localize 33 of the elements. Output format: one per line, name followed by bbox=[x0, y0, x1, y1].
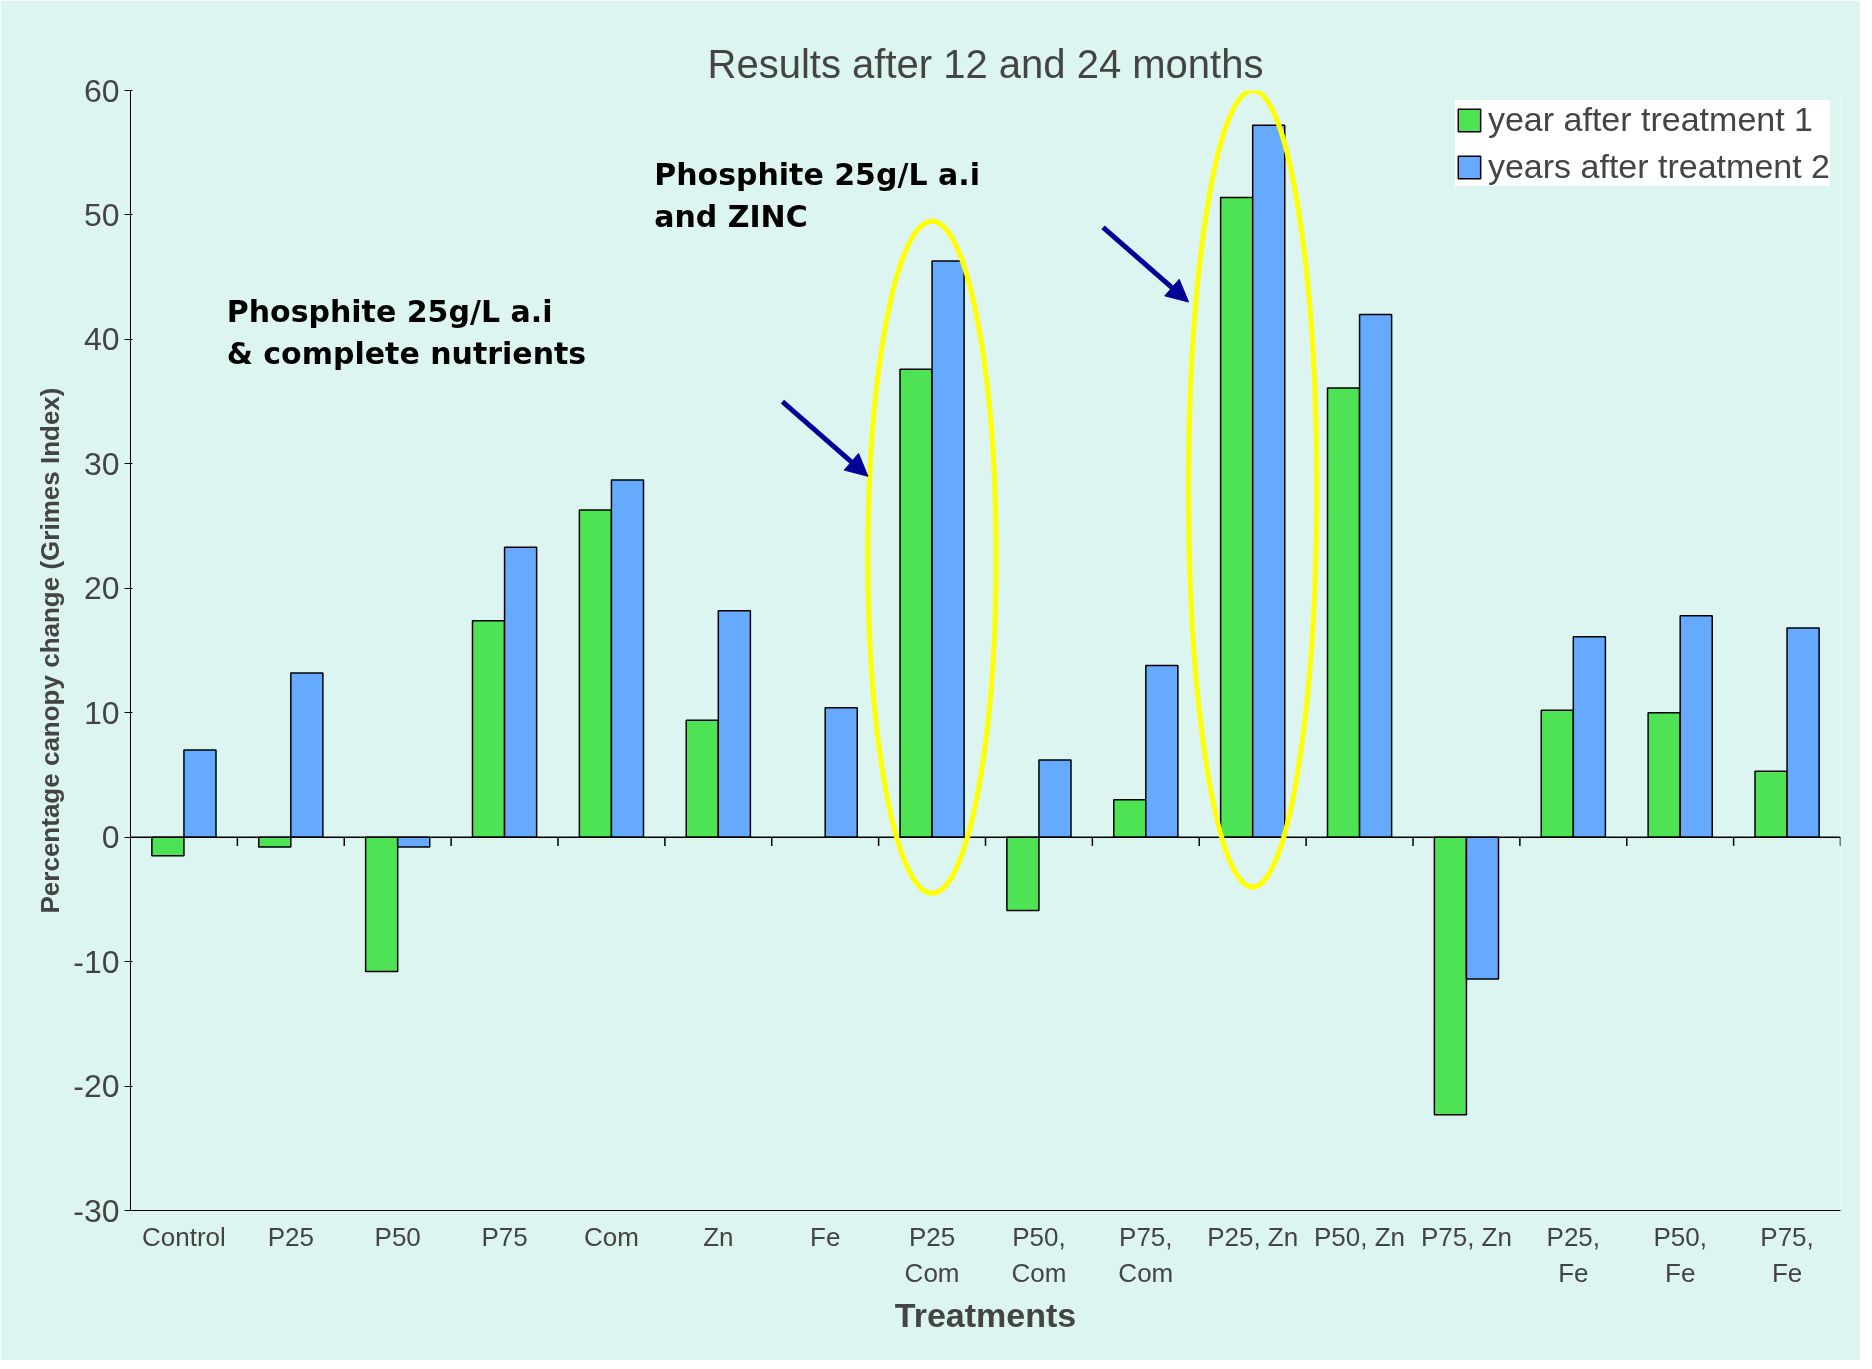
y-tick-label: -10 bbox=[73, 943, 120, 980]
x-tick-label: P75, Zn bbox=[1420, 1221, 1512, 1252]
legend-label: year after treatment 1 bbox=[1487, 100, 1813, 139]
x-tick-label: P50, Com bbox=[1011, 1221, 1067, 1288]
annotation: Phosphite 25g/L a.i & complete nutrients bbox=[226, 293, 587, 371]
x-tick-label: P50 bbox=[374, 1221, 421, 1252]
y-tick-label: -20 bbox=[73, 1068, 120, 1105]
x-tick-label: Fe bbox=[810, 1221, 841, 1252]
x-tick-label: P75 bbox=[481, 1221, 528, 1252]
y-tick-label: 50 bbox=[83, 196, 120, 233]
x-tick-label: Control bbox=[142, 1221, 226, 1252]
x-tick-label: P25 Com bbox=[904, 1221, 960, 1288]
y-tick-label: -30 bbox=[73, 1192, 120, 1229]
y-axis-title: Percentage canopy change (Grimes Index) bbox=[35, 387, 66, 914]
x-tick-label: P75, Fe bbox=[1760, 1221, 1814, 1288]
annotation: Phosphite 25g/L a.i and ZINC bbox=[654, 156, 980, 234]
x-tick-label: P50, Zn bbox=[1314, 1221, 1406, 1252]
x-axis-title: Treatments bbox=[894, 1295, 1077, 1334]
y-tick-label: 10 bbox=[83, 694, 120, 731]
y-tick-label: 40 bbox=[83, 321, 120, 358]
x-tick-label: P50, Fe bbox=[1653, 1221, 1707, 1288]
y-tick-label: 30 bbox=[83, 445, 120, 482]
y-tick-label: 0 bbox=[101, 819, 120, 856]
legend-label: years after treatment 2 bbox=[1487, 147, 1830, 186]
chart-title: Results after 12 and 24 months bbox=[707, 41, 1264, 86]
y-tick-label: 60 bbox=[83, 72, 120, 109]
x-tick-label: P25 bbox=[267, 1221, 314, 1252]
x-tick-label: P25, Fe bbox=[1546, 1221, 1601, 1288]
x-tick-label: Com bbox=[583, 1221, 639, 1252]
y-tick-label: 20 bbox=[83, 570, 120, 607]
x-tick-label: P25, Zn bbox=[1207, 1221, 1299, 1252]
x-tick-label: P75, Com bbox=[1118, 1221, 1174, 1288]
x-tick-label: Zn bbox=[703, 1221, 734, 1252]
